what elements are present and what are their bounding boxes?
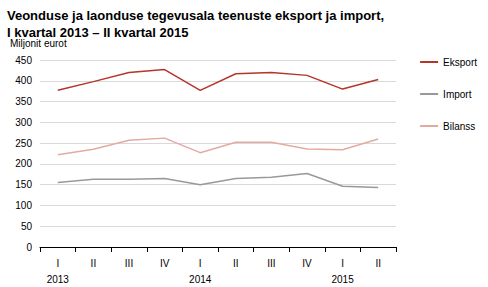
svg-text:I: I [199,258,202,269]
svg-text:Bilanss: Bilanss [443,121,475,132]
svg-text:150: 150 [15,179,32,190]
svg-text:II: II [375,258,381,269]
svg-text:2015: 2015 [331,274,354,285]
svg-text:III: III [267,258,275,269]
svg-text:Eksport: Eksport [443,57,477,68]
svg-text:450: 450 [15,55,32,66]
svg-text:II: II [91,258,97,269]
svg-text:IV: IV [160,258,170,269]
svg-text:300: 300 [15,117,32,128]
svg-text:IV: IV [302,258,312,269]
svg-text:250: 250 [15,138,32,149]
svg-text:II: II [233,258,239,269]
svg-text:I: I [341,258,344,269]
svg-text:2014: 2014 [189,274,212,285]
svg-text:2013: 2013 [47,274,70,285]
svg-text:100: 100 [15,200,32,211]
svg-text:50: 50 [21,221,33,232]
svg-text:0: 0 [26,242,32,253]
svg-text:I kvartal 2013 – II kvartal 20: I kvartal 2013 – II kvartal 2015 [7,25,188,40]
svg-text:Miljonit eurot: Miljonit eurot [10,37,67,49]
svg-text:III: III [125,258,133,269]
svg-text:Import: Import [443,89,472,100]
svg-text:200: 200 [15,158,32,169]
svg-text:400: 400 [15,75,32,86]
svg-text:350: 350 [15,96,32,107]
svg-text:Veonduse ja laonduse tegevusal: Veonduse ja laonduse tegevusala teenuste… [7,8,384,23]
svg-text:I: I [56,258,59,269]
